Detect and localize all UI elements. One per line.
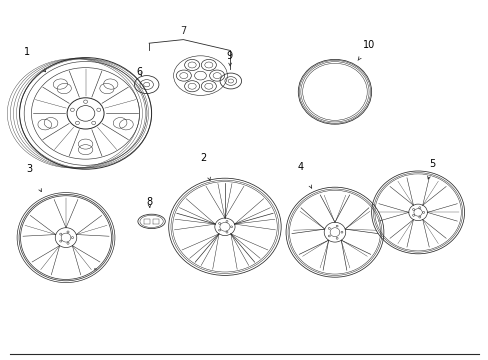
Text: 4: 4 <box>297 162 303 172</box>
Text: 6: 6 <box>136 67 142 77</box>
Text: 1: 1 <box>24 47 30 57</box>
Text: 10: 10 <box>362 40 375 50</box>
Text: 5: 5 <box>429 159 435 169</box>
Text: 3: 3 <box>26 164 32 174</box>
Text: 7: 7 <box>180 26 186 36</box>
Text: 2: 2 <box>200 153 205 163</box>
Text: 9: 9 <box>226 51 232 61</box>
Text: 8: 8 <box>146 197 152 207</box>
